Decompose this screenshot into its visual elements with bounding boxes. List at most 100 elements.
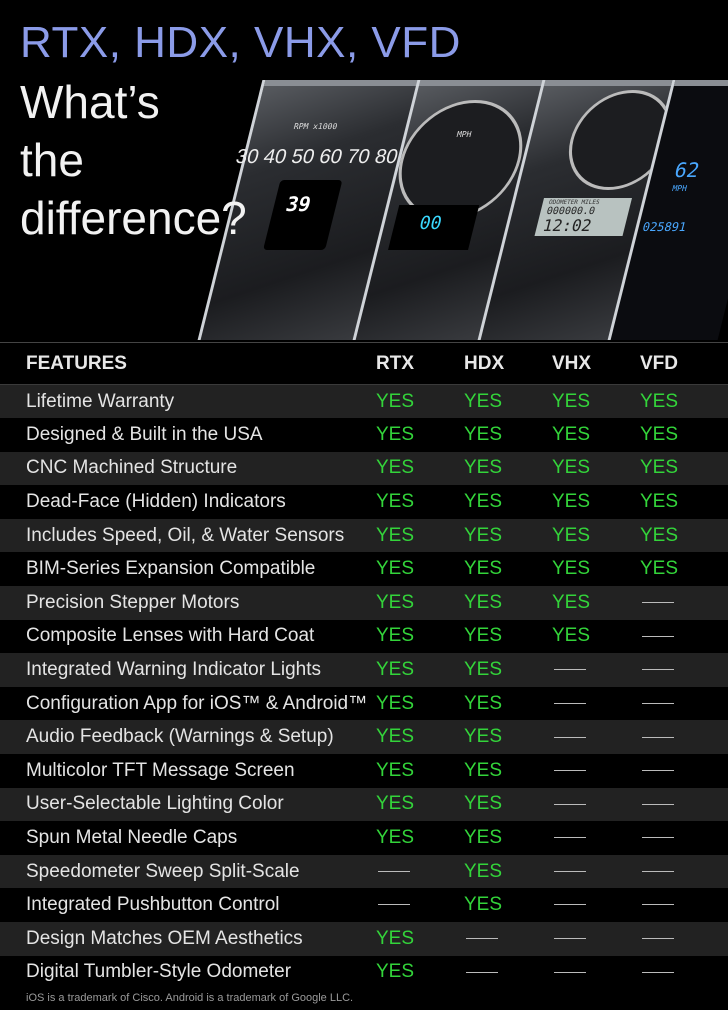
feature-name: Spun Metal Needle Caps xyxy=(26,827,238,849)
yes-cell: YES xyxy=(464,423,503,445)
yes-cell: YES xyxy=(640,491,679,513)
table-row: User-Selectable Lighting Color YES YES xyxy=(0,787,728,822)
dash-icon xyxy=(554,736,586,738)
table-row: Includes Speed, Oil, & Water Sensors YES Y… xyxy=(0,518,728,553)
dash-icon xyxy=(554,669,586,671)
speed-scale: 30 40 50 60 70 80 9 xyxy=(233,146,417,168)
feature-name: BIM-Series Expansion Compatible xyxy=(26,558,316,580)
yes-cell: YES xyxy=(376,491,415,513)
dash-icon xyxy=(554,702,586,704)
yes-cell: YES xyxy=(552,625,591,647)
yes-cell: YES xyxy=(464,720,552,755)
yes-cell: YES xyxy=(376,720,464,755)
comparison-table: FEATURES RTX HDX VHX VFD Lifetime Warran… xyxy=(0,342,728,989)
not-available-cell xyxy=(464,956,552,990)
yes-cell: YES xyxy=(376,586,464,620)
yes-cell: YES xyxy=(552,518,640,553)
odometer-label: ODOMETER MILES xyxy=(547,199,601,206)
dash-icon xyxy=(554,803,586,805)
table-row: Design Matches OEM Aesthetics YES xyxy=(0,922,728,956)
yes-cell: YES xyxy=(376,653,464,687)
feature-name: Integrated Pushbutton Control xyxy=(26,894,280,916)
dash-icon xyxy=(642,803,674,805)
feature-name: Multicolor TFT Message Screen xyxy=(26,759,295,781)
not-available-cell xyxy=(640,787,728,822)
dash-icon xyxy=(554,870,586,872)
yes-cell: YES xyxy=(376,384,464,419)
dash-icon xyxy=(642,770,674,772)
vfd-unit: MPH xyxy=(671,184,688,193)
table-header: FEATURES RTX HDX VHX VFD xyxy=(0,342,728,385)
dash-icon xyxy=(642,904,674,906)
table-row: Audio Feedback (Warnings & Setup) YES YES xyxy=(0,720,728,755)
not-available-cell xyxy=(640,888,728,922)
rtx-speed: 39 xyxy=(283,192,314,216)
rpm-label: RPM x1000 xyxy=(292,122,339,131)
dash-icon xyxy=(642,602,674,604)
yes-cell: YES xyxy=(464,384,552,419)
feature-name: Speedometer Sweep Split-Scale xyxy=(0,854,376,889)
yes-cell: YES xyxy=(376,787,464,822)
table-row: Speedometer Sweep Split-Scale YES xyxy=(0,854,728,889)
not-available-cell xyxy=(640,687,728,721)
not-available-cell xyxy=(552,854,640,889)
dash-icon xyxy=(642,702,674,704)
not-available-cell xyxy=(640,653,728,687)
mph-label: MPH xyxy=(455,130,473,139)
header-vhx: VHX xyxy=(552,342,640,385)
header-vfd: VFD xyxy=(640,342,728,385)
yes-cell: YES xyxy=(464,759,503,781)
dash-icon xyxy=(642,938,674,940)
hero-subtitle-line: difference? xyxy=(20,192,247,244)
not-available-cell xyxy=(640,854,728,889)
yes-cell: YES xyxy=(640,384,728,419)
dash-icon xyxy=(642,837,674,839)
dash-icon xyxy=(642,669,674,671)
yes-cell: YES xyxy=(552,384,640,419)
yes-cell: YES xyxy=(464,692,503,714)
dash-icon xyxy=(642,971,674,973)
table-row: Designed & Built in the USA YES YES YES YES xyxy=(0,418,728,452)
yes-cell: YES xyxy=(464,625,503,647)
dash-icon xyxy=(554,770,586,772)
yes-cell: YES xyxy=(376,759,415,781)
not-available-cell xyxy=(552,922,640,956)
feature-name: Includes Speed, Oil, & Water Sensors xyxy=(0,518,376,553)
dash-icon xyxy=(642,870,674,872)
header-features: FEATURES xyxy=(0,342,376,385)
yes-cell: YES xyxy=(376,518,464,553)
feature-name: User-Selectable Lighting Color xyxy=(0,787,376,822)
feature-name: Audio Feedback (Warnings & Setup) xyxy=(0,720,376,755)
yes-cell: YES xyxy=(376,827,415,849)
feature-name: Configuration App for iOS™ & Android™ xyxy=(26,692,368,714)
header-rtx: RTX xyxy=(376,342,464,385)
yes-cell: YES xyxy=(376,961,415,983)
yes-cell: YES xyxy=(552,451,640,486)
dash-icon xyxy=(466,938,498,940)
yes-cell: YES xyxy=(376,558,415,580)
hero-subtitle-line: the xyxy=(20,134,84,186)
hero-banner: RPM x1000 30 40 50 60 70 80 9 39 MPH 00 … xyxy=(0,0,728,340)
dash-icon xyxy=(378,904,410,906)
dash-icon xyxy=(554,837,586,839)
not-available-cell xyxy=(376,888,464,922)
yes-cell: YES xyxy=(552,586,640,620)
yes-cell: YES xyxy=(464,451,552,486)
yes-cell: YES xyxy=(640,518,728,553)
table-row: Dead-Face (Hidden) Indicators YES YES YES YE… xyxy=(0,485,728,519)
dash-icon xyxy=(466,971,498,973)
dash-icon xyxy=(642,635,674,637)
not-available-cell xyxy=(640,620,728,654)
vfd-speed: 62 xyxy=(671,158,703,182)
table-row: CNC Machined Structure YES YES YES YES xyxy=(0,451,728,486)
yes-cell: YES xyxy=(376,423,415,445)
feature-name: Digital Tumbler-Style Odometer xyxy=(26,961,292,983)
feature-name: Integrated Warning Indicator Lights xyxy=(0,653,376,687)
table-row: Integrated Warning Indicator Lights YES YE… xyxy=(0,653,728,687)
not-available-cell xyxy=(640,586,728,620)
yes-cell: YES xyxy=(640,558,679,580)
table-row: Precision Stepper Motors YES YES YES xyxy=(0,586,728,620)
clock-value: 12:02 xyxy=(540,216,594,235)
yes-cell: YES xyxy=(640,451,728,486)
vfd-odometer: 025891 xyxy=(641,220,688,234)
